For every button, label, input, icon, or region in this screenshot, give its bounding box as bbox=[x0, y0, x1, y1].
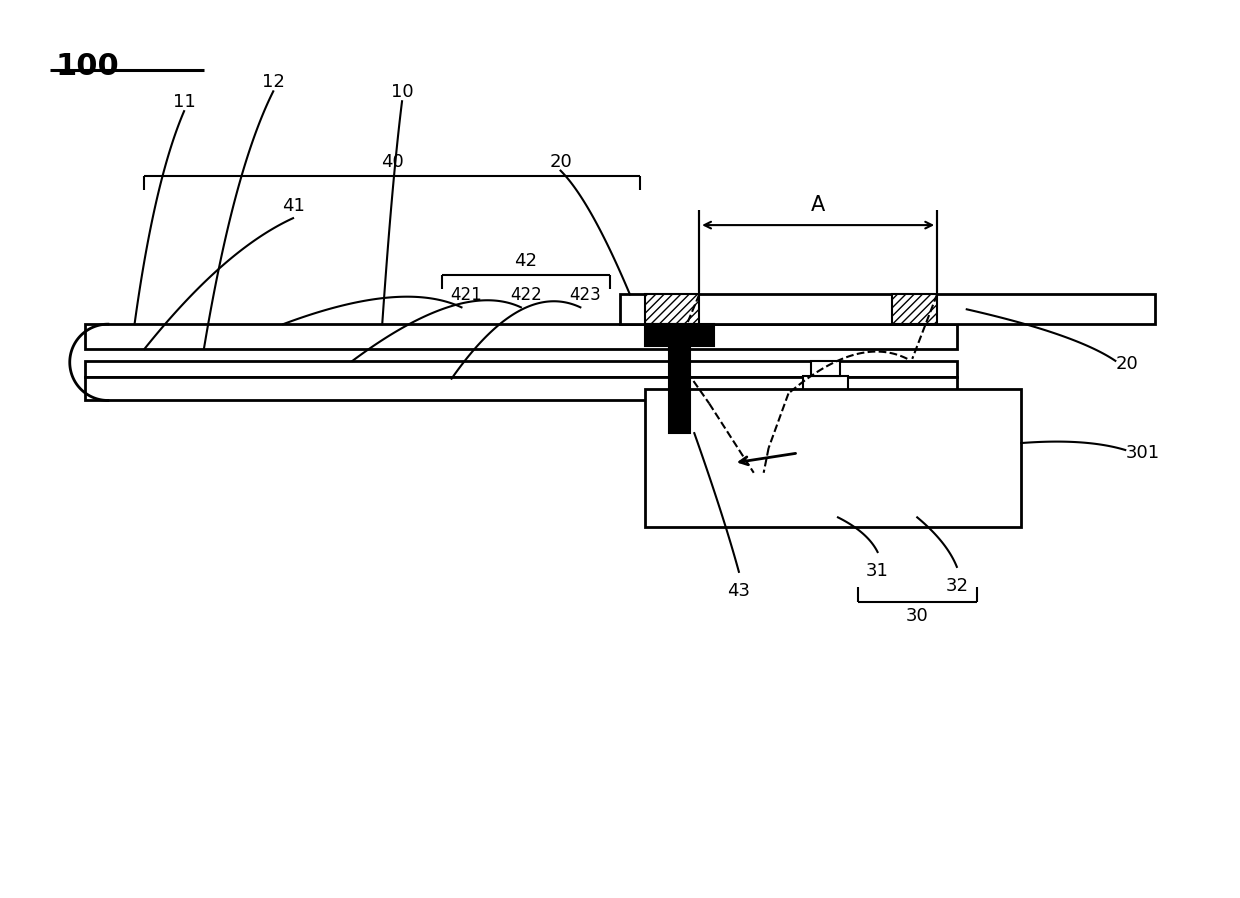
Text: 11: 11 bbox=[172, 93, 196, 111]
Text: 30: 30 bbox=[906, 606, 929, 624]
Bar bbox=[893, 295, 937, 324]
Text: 31: 31 bbox=[867, 562, 889, 580]
Bar bbox=[86, 324, 957, 349]
Text: 100: 100 bbox=[56, 52, 119, 81]
Bar bbox=[86, 376, 957, 401]
Text: 41: 41 bbox=[281, 198, 305, 216]
Bar bbox=[645, 389, 1022, 527]
Bar bbox=[804, 375, 848, 401]
Text: 12: 12 bbox=[262, 74, 285, 92]
Text: 40: 40 bbox=[381, 153, 403, 171]
Text: 421: 421 bbox=[450, 286, 482, 304]
Bar bbox=[86, 361, 957, 376]
Bar bbox=[645, 324, 714, 346]
Text: 301: 301 bbox=[1125, 444, 1159, 462]
Bar bbox=[668, 346, 691, 433]
Text: A: A bbox=[811, 195, 826, 216]
Bar bbox=[811, 361, 841, 375]
Text: 423: 423 bbox=[569, 286, 601, 304]
Bar bbox=[620, 295, 1154, 324]
Text: 20: 20 bbox=[549, 153, 572, 171]
Text: 422: 422 bbox=[510, 286, 542, 304]
Bar bbox=[645, 295, 699, 324]
Text: 42: 42 bbox=[515, 251, 537, 269]
Bar bbox=[660, 433, 699, 462]
Text: 20: 20 bbox=[1115, 355, 1138, 373]
Text: 32: 32 bbox=[945, 577, 968, 594]
Text: 43: 43 bbox=[728, 582, 750, 600]
Text: 10: 10 bbox=[391, 84, 413, 101]
